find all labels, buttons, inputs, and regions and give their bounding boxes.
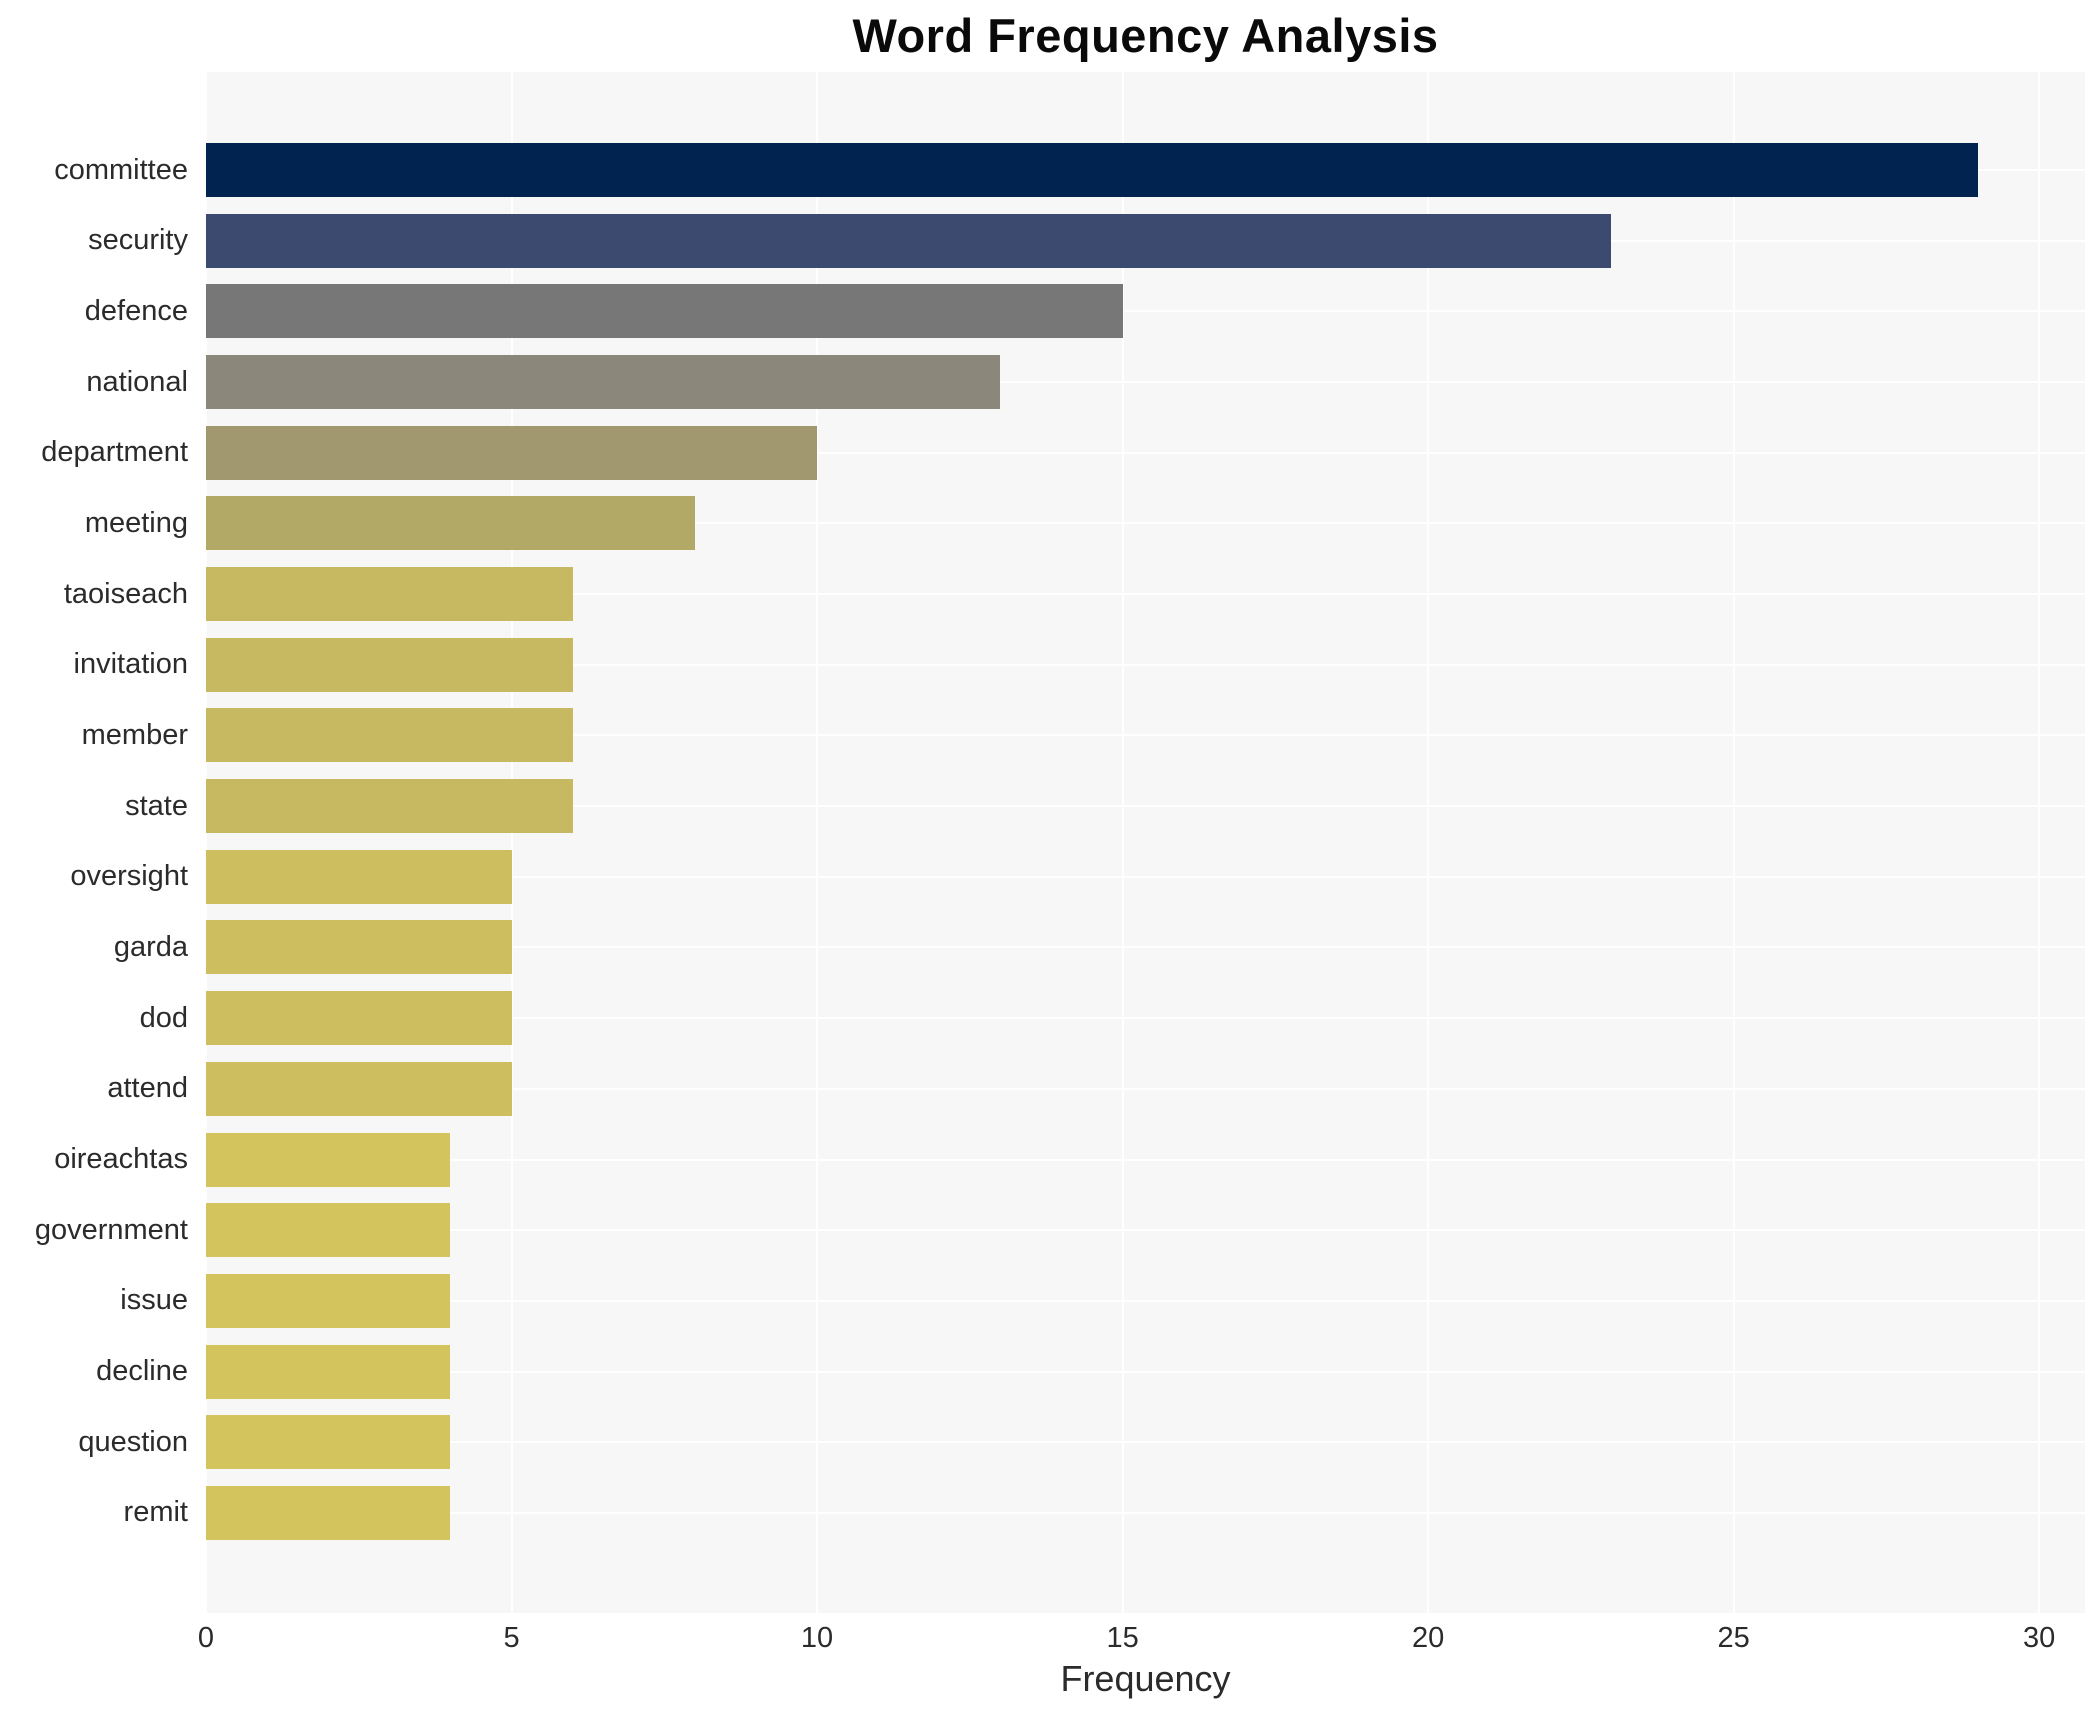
x-gridline-15 xyxy=(1121,72,1124,1613)
x-tick-label-25: 25 xyxy=(1717,1622,1750,1654)
y-gridline xyxy=(206,1441,2085,1444)
bar-member xyxy=(206,708,573,763)
x-tick-label-10: 10 xyxy=(800,1622,834,1654)
y-tick-label-remit: remit xyxy=(123,1496,188,1529)
y-gridline xyxy=(206,1087,2085,1090)
y-tick-label-department: department xyxy=(41,436,188,469)
y-tick-label-meeting: meeting xyxy=(84,506,188,539)
y-tick-label-oversight: oversight xyxy=(70,860,188,893)
bar-issue xyxy=(206,1273,451,1328)
y-gridline xyxy=(206,946,2085,949)
bar-taoiseach xyxy=(206,567,573,622)
y-gridline xyxy=(206,805,2085,808)
x-gridline-10 xyxy=(816,72,819,1613)
y-gridline xyxy=(206,593,2085,596)
y-gridline xyxy=(206,1511,2085,1514)
bar-meeting xyxy=(206,496,695,551)
x-tick-label-15: 15 xyxy=(1106,1622,1139,1654)
chart-title: Word Frequency Analysis xyxy=(852,9,1439,62)
x-tick-label-0: 0 xyxy=(197,1622,215,1654)
bar-oireachtas xyxy=(206,1132,451,1187)
y-tick-label-issue: issue xyxy=(120,1284,188,1317)
bar-security xyxy=(206,213,1612,268)
x-gridline-25 xyxy=(1732,72,1735,1613)
bar-national xyxy=(206,355,1001,410)
y-tick-label-state: state xyxy=(125,789,188,822)
y-gridline xyxy=(206,1229,2085,1232)
y-gridline xyxy=(206,451,2085,454)
y-tick-label-garda: garda xyxy=(113,930,188,963)
y-axis-labels: committee security defence national departme… xyxy=(0,72,206,1613)
y-tick-label-committee: committee xyxy=(54,153,188,186)
y-gridline xyxy=(206,1158,2085,1161)
y-tick-label-member: member xyxy=(81,718,188,751)
y-gridline xyxy=(206,381,2085,384)
bar-state xyxy=(206,779,573,834)
y-tick-label-defence: defence xyxy=(84,294,188,327)
x-gridline-20 xyxy=(1427,72,1430,1613)
x-gridline-5 xyxy=(510,72,513,1613)
x-gridline-30 xyxy=(2038,72,2041,1613)
bar-oversight xyxy=(206,849,512,904)
y-tick-label-attend: attend xyxy=(107,1072,188,1105)
bar-government xyxy=(206,1203,451,1258)
bar-dod xyxy=(206,991,512,1046)
y-gridline xyxy=(206,663,2085,666)
plot-area xyxy=(205,72,2085,1613)
bar-attend xyxy=(206,1061,512,1116)
x-tick-label-5: 5 xyxy=(503,1622,520,1654)
y-tick-label-dod: dod xyxy=(139,1001,188,1034)
y-tick-label-government: government xyxy=(34,1213,188,1246)
y-tick-label-decline: decline xyxy=(96,1355,188,1388)
y-tick-label-national: national xyxy=(86,365,188,398)
bar-invitation xyxy=(206,637,573,692)
x-tick-label-20: 20 xyxy=(1411,1622,1445,1654)
y-tick-label-question: question xyxy=(78,1425,188,1458)
y-gridline xyxy=(206,522,2085,525)
y-gridline xyxy=(206,1370,2085,1373)
y-tick-label-taoiseach: taoiseach xyxy=(63,577,188,610)
y-gridline xyxy=(206,1017,2085,1020)
bar-question xyxy=(206,1415,451,1470)
bar-remit xyxy=(206,1485,451,1540)
bar-department xyxy=(206,425,818,480)
bar-decline xyxy=(206,1344,451,1399)
x-gridline-0 xyxy=(205,72,207,1613)
x-tick-label-30: 30 xyxy=(2023,1622,2056,1654)
y-gridline xyxy=(206,310,2085,313)
bar-garda xyxy=(206,920,512,975)
y-tick-label-invitation: invitation xyxy=(73,648,188,681)
y-gridline xyxy=(206,1299,2085,1302)
x-axis-title: Frequency xyxy=(1060,1658,1231,1699)
y-tick-label-oireachtas: oireachtas xyxy=(54,1143,188,1176)
y-gridline xyxy=(206,875,2085,878)
y-gridline xyxy=(206,734,2085,737)
bar-committee xyxy=(206,143,1979,197)
y-tick-label-security: security xyxy=(88,224,188,257)
bar-defence xyxy=(206,284,1123,339)
